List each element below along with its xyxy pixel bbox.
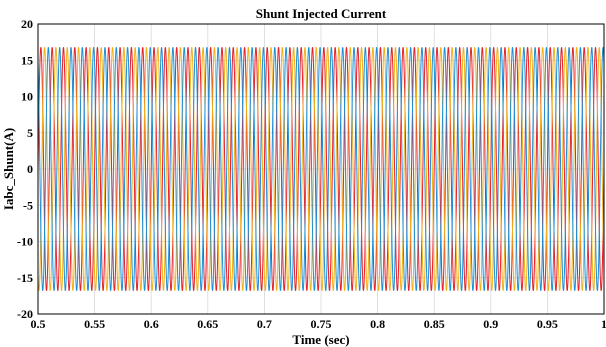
x-tick-label: 0.8 xyxy=(370,317,385,331)
y-tick-label: -5 xyxy=(23,198,33,212)
series-line-2 xyxy=(37,47,605,291)
series-line-3 xyxy=(37,47,605,291)
y-tick-label: 0 xyxy=(27,162,33,176)
x-tick-label: 0.55 xyxy=(84,317,105,331)
x-tick-label: 0.75 xyxy=(311,317,332,331)
x-tick-label: 0.7 xyxy=(257,317,272,331)
y-tick-label: -20 xyxy=(17,307,33,321)
x-tick-label: 0.9 xyxy=(483,317,498,331)
y-tick-label: 10 xyxy=(21,90,33,104)
series-line-1 xyxy=(37,47,605,291)
y-tick-label: 20 xyxy=(21,17,33,31)
x-tick-label: 0.65 xyxy=(197,317,218,331)
ticks: 0.5 0.55 0.6 0.65 0.7 0.75 0.8 0.85 0.9 0.95 1 20 15… xyxy=(17,17,606,331)
x-tick-label: 0.6 xyxy=(144,317,159,331)
y-tick-label: 5 xyxy=(27,126,33,140)
chart-title: Shunt Injected Current xyxy=(256,6,387,21)
y-tick-label: 15 xyxy=(21,53,33,67)
x-tick-label: 0.85 xyxy=(424,317,445,331)
x-axis-label: Time (sec) xyxy=(292,332,349,347)
y-axis-label: Iabc_Shunt(A) xyxy=(1,128,16,210)
x-tick-label: 0.95 xyxy=(537,317,558,331)
plot-frame xyxy=(37,23,605,315)
y-tick-label: -15 xyxy=(17,271,33,285)
x-tick-label: 0.5 xyxy=(31,317,46,331)
x-tick-label: 1 xyxy=(601,317,606,331)
series-group xyxy=(37,47,605,291)
y-tick-label: -10 xyxy=(17,235,33,249)
